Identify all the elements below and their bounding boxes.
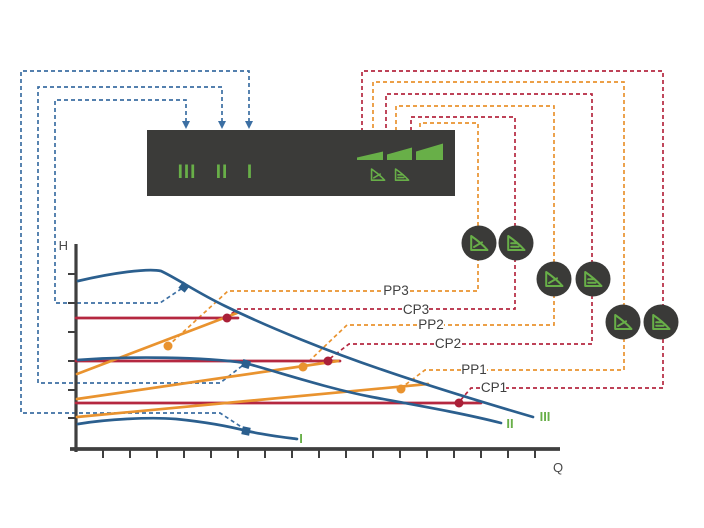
pp1-line xyxy=(75,382,430,419)
cp1-label: CP1 xyxy=(481,380,507,395)
speed-iii-connector xyxy=(54,99,187,304)
arrow-down-icon xyxy=(182,121,190,129)
pp1-mode-badge xyxy=(605,304,641,340)
constant-pressure-lines xyxy=(74,316,483,405)
speed-iii-marker xyxy=(178,281,190,293)
pp2-line xyxy=(75,359,340,401)
pp1-label: PP1 xyxy=(461,362,487,377)
cp3-label: CP3 xyxy=(403,302,429,317)
pp3-label: PP3 xyxy=(383,283,409,298)
pump-display-panel xyxy=(147,130,455,196)
cp2-label: CP2 xyxy=(435,336,461,351)
setting-wedge-large xyxy=(416,143,443,160)
cp3-mode-badge xyxy=(498,225,534,261)
cp2-duty-point xyxy=(323,356,333,366)
cp1-connector xyxy=(361,70,664,389)
x-axis-ticks xyxy=(102,450,536,458)
panel-speed-i-label: I xyxy=(247,162,253,183)
setting-wedge-medium xyxy=(387,147,412,160)
mode-badges xyxy=(461,225,679,340)
pump-curve-ii xyxy=(76,356,503,425)
cp3-leader xyxy=(226,308,402,318)
pp1-duty-point xyxy=(396,384,406,394)
setting-wedge-small xyxy=(357,151,383,160)
curve-i-label: I xyxy=(299,431,303,446)
panel-speed-iii-label: III xyxy=(178,162,197,183)
curve-ii-label: II xyxy=(506,416,513,431)
proportional-pressure-lines xyxy=(75,311,430,419)
speed-ii-connector xyxy=(37,86,243,384)
cp1-mode-badge xyxy=(643,304,679,340)
speed-connector-lines xyxy=(20,70,253,429)
pump-curve-i xyxy=(76,416,299,441)
pp3-duty-point xyxy=(163,341,173,351)
pp1-leader xyxy=(400,369,461,389)
cp2-leader xyxy=(327,343,434,361)
pp2-leader xyxy=(303,324,417,367)
cp2-mode-badge xyxy=(575,261,611,297)
speed-i-marker xyxy=(241,426,251,436)
pp2-label: PP2 xyxy=(418,317,444,332)
cp3-connector xyxy=(410,116,516,310)
pp3-line xyxy=(75,311,239,376)
arrow-down-icon xyxy=(218,121,226,129)
duty-points xyxy=(163,313,464,408)
panel-speed-ii-label: II xyxy=(216,162,229,183)
pp2-connector xyxy=(395,105,555,326)
pp3-leader xyxy=(168,290,381,346)
cp1-duty-point xyxy=(454,398,464,408)
curve-iii-label: III xyxy=(540,409,551,424)
cp3-duty-point xyxy=(222,313,232,323)
pp3-connector xyxy=(410,122,479,292)
pump-curve-iii xyxy=(76,268,535,419)
pump-curves xyxy=(76,268,535,441)
speed-i-connector xyxy=(20,70,250,429)
pp2-mode-badge xyxy=(536,261,572,297)
chart-axes xyxy=(68,244,560,458)
x-axis-label: Q xyxy=(553,460,563,475)
cp2-connector xyxy=(385,93,593,345)
speed-ii-marker xyxy=(240,358,252,370)
arrow-down-icon xyxy=(245,121,253,129)
pp1-connector xyxy=(372,81,625,371)
pp2-duty-point xyxy=(298,362,308,372)
y-axis-label: H xyxy=(59,238,68,253)
pp3-mode-badge xyxy=(461,225,497,261)
